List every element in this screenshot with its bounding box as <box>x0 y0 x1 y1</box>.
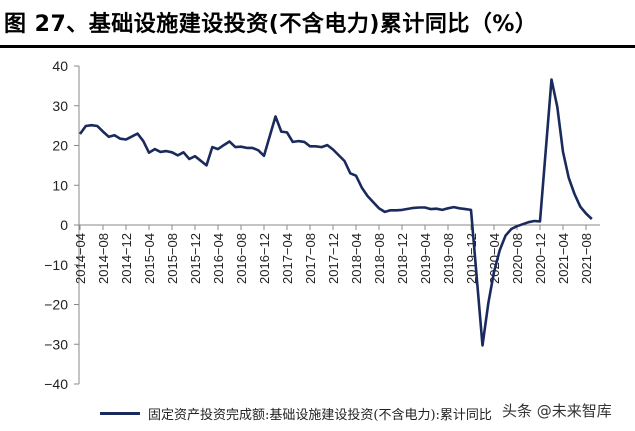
svg-text:2021−04: 2021−04 <box>556 233 571 284</box>
svg-text:10: 10 <box>52 177 68 193</box>
svg-text:30: 30 <box>52 98 68 114</box>
svg-text:2020−08: 2020−08 <box>510 233 525 284</box>
svg-text:−30: −30 <box>44 336 68 352</box>
legend-line-swatch <box>100 411 140 415</box>
svg-text:2020−04: 2020−04 <box>487 233 502 284</box>
svg-text:40: 40 <box>52 58 68 74</box>
svg-text:2019−08: 2019−08 <box>441 233 456 284</box>
svg-text:2020−12: 2020−12 <box>533 233 548 284</box>
svg-text:2016−12: 2016−12 <box>257 233 272 284</box>
svg-text:2021−08: 2021−08 <box>579 233 594 284</box>
svg-text:0: 0 <box>60 217 68 233</box>
svg-text:2017−04: 2017−04 <box>280 233 295 284</box>
legend-label: 固定资产投资完成额:基础设施建设投资(不含电力):累计同比 <box>148 407 492 423</box>
svg-text:2014−12: 2014−12 <box>119 233 134 284</box>
svg-text:−20: −20 <box>44 297 68 313</box>
legend: 固定资产投资完成额:基础设施建设投资(不含电力):累计同比 <box>100 403 492 423</box>
svg-text:−10: −10 <box>44 257 68 273</box>
title-divider <box>0 45 635 48</box>
svg-text:2019−04: 2019−04 <box>418 233 433 284</box>
svg-text:−40: −40 <box>44 376 68 392</box>
svg-text:2017−08: 2017−08 <box>303 233 318 284</box>
x-axis: 2014−04 2014−08 2014−12 2015−04 2015−08 2015−… <box>73 224 600 284</box>
svg-text:2018−08: 2018−08 <box>372 233 387 284</box>
svg-text:2016−08: 2016−08 <box>234 233 249 284</box>
svg-text:20: 20 <box>52 138 68 154</box>
svg-text:2016−04: 2016−04 <box>211 233 226 284</box>
svg-text:2014−04: 2014−04 <box>73 233 88 284</box>
svg-text:2015−12: 2015−12 <box>188 233 203 284</box>
watermark: 头条 @未来智库 <box>500 400 614 421</box>
chart-title: 图 27、基础设施建设投资(不含电力)累计同比（%） <box>4 12 538 37</box>
svg-text:2017−12: 2017−12 <box>326 233 341 284</box>
svg-text:2015−08: 2015−08 <box>165 233 180 284</box>
svg-text:2018−12: 2018−12 <box>395 233 410 284</box>
svg-text:2015−04: 2015−04 <box>142 233 157 284</box>
y-axis: 40 30 20 10 0 −10 −20 −30 −40 <box>44 58 80 392</box>
svg-text:2014−08: 2014−08 <box>96 233 111 284</box>
series-line <box>78 78 593 347</box>
svg-text:2018−04: 2018−04 <box>349 233 364 284</box>
